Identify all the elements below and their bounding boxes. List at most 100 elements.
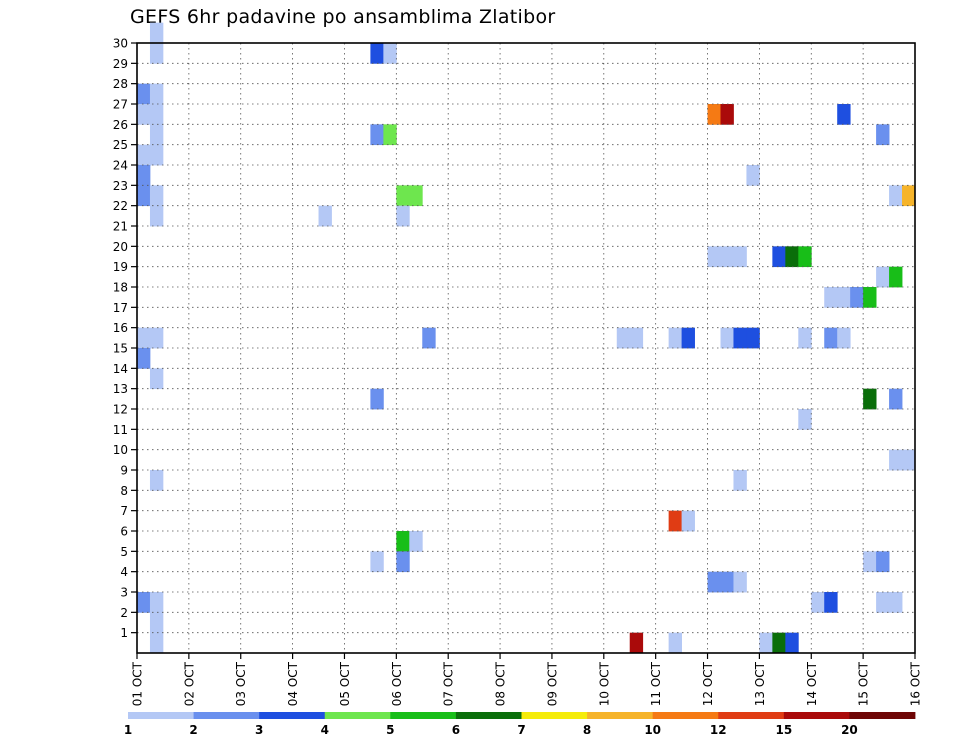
y-tick-label: 2 xyxy=(120,606,128,620)
colorbar-segment xyxy=(455,712,522,719)
colorbar-label: 20 xyxy=(841,723,858,737)
heatmap-cell xyxy=(318,205,332,227)
heatmap-cell xyxy=(137,165,151,186)
colorbar-label: 6 xyxy=(452,723,460,737)
y-tick-label: 24 xyxy=(113,159,128,173)
heatmap-cell xyxy=(863,388,877,410)
heatmap-cell xyxy=(707,246,721,268)
heatmap-cell xyxy=(149,104,164,125)
heatmap-cell xyxy=(889,592,903,613)
heatmap-cell xyxy=(785,246,799,268)
y-tick-label: 3 xyxy=(120,586,128,600)
heatmap-cell xyxy=(149,124,164,146)
chart-title: GEFS 6hr padavine po ansamblima Zlatibor xyxy=(130,6,556,28)
heatmap-cell xyxy=(733,571,747,593)
heatmap-cell xyxy=(370,388,384,410)
heatmap-cell xyxy=(798,409,812,430)
heatmap-cell xyxy=(733,327,747,349)
heatmap-cell xyxy=(824,287,838,308)
heatmap-cell xyxy=(137,185,151,207)
y-tick-label: 26 xyxy=(113,118,128,132)
y-tick-label: 5 xyxy=(120,545,128,559)
heatmap-cell xyxy=(137,83,151,105)
y-tick-label: 6 xyxy=(120,525,128,539)
heatmap-cell xyxy=(668,632,682,654)
colorbar-segment xyxy=(718,712,785,719)
colorbar-label: 5 xyxy=(386,723,394,737)
x-tick-label: 08 OCT xyxy=(494,661,508,706)
colorbar-label: 8 xyxy=(583,723,591,737)
heatmap-cell xyxy=(772,632,786,654)
x-tick-label: 12 OCT xyxy=(701,661,715,706)
heatmap-cell xyxy=(876,266,890,288)
heatmap-cell xyxy=(876,551,890,573)
heatmap-cell xyxy=(370,43,384,64)
colorbar-label: 10 xyxy=(644,723,661,737)
colorbar-segment xyxy=(259,712,326,719)
heatmap-cell xyxy=(629,327,644,349)
heatmap-cell xyxy=(149,612,164,634)
heatmap-cell xyxy=(149,632,164,654)
heatmap-cell xyxy=(876,592,890,613)
y-tick-label: 21 xyxy=(113,220,128,234)
heatmap-cell xyxy=(383,124,397,146)
heatmap-cell xyxy=(396,185,410,207)
heatmap-cell xyxy=(811,592,825,613)
heatmap-cell xyxy=(733,470,747,491)
colorbar-segment xyxy=(849,712,916,719)
y-tick-label: 9 xyxy=(120,464,128,478)
heatmap-cell xyxy=(137,104,151,125)
heatmap-cell xyxy=(759,632,773,654)
x-tick-label: 15 OCT xyxy=(857,661,871,706)
y-tick-label: 12 xyxy=(113,403,128,417)
y-tick-label: 27 xyxy=(113,98,128,112)
heatmap-cell xyxy=(396,551,410,573)
colorbar-label: 2 xyxy=(189,723,197,737)
y-tick-label: 28 xyxy=(113,77,128,91)
heatmap-cell xyxy=(149,144,164,166)
heatmap-cell xyxy=(137,348,151,369)
colorbar-label: 15 xyxy=(775,723,792,737)
heatmap-cell xyxy=(707,104,721,125)
colorbar-segment xyxy=(587,712,654,719)
heatmap-cell xyxy=(889,449,903,471)
y-tick-label: 14 xyxy=(113,362,128,376)
heatmap-cell xyxy=(785,632,799,654)
heatmap-cell xyxy=(668,327,682,349)
heatmap-cell xyxy=(149,592,164,613)
y-tick-label: 16 xyxy=(113,321,128,335)
colorbar-label: 1 xyxy=(124,723,132,737)
x-tick-label: 01 OCT xyxy=(131,661,145,706)
heatmap-cell xyxy=(409,185,423,207)
y-tick-label: 22 xyxy=(113,199,128,213)
heatmap-cell xyxy=(746,327,760,349)
colorbar-segment xyxy=(783,712,850,719)
heatmap-cell xyxy=(149,470,164,491)
colorbar-label: 4 xyxy=(321,723,329,737)
heatmap-cell xyxy=(409,531,423,552)
heatmap-cell xyxy=(837,287,851,308)
heatmap-cell xyxy=(876,124,890,146)
x-tick-label: 05 OCT xyxy=(338,661,352,706)
heatmap-cell xyxy=(772,246,786,268)
heatmap-cell xyxy=(137,327,151,349)
heatmap-cell xyxy=(149,43,164,64)
colorbar-segment xyxy=(324,712,391,719)
x-tick-label: 07 OCT xyxy=(442,661,456,706)
colorbar-segment xyxy=(128,712,194,719)
y-tick-label: 7 xyxy=(120,504,128,518)
y-tick-label: 25 xyxy=(113,138,128,152)
heatmap-cell xyxy=(149,205,164,227)
colorbar-label: 7 xyxy=(517,723,525,737)
colorbar-segment xyxy=(390,712,457,719)
heatmap-cell xyxy=(720,104,734,125)
heatmap-cell xyxy=(668,510,682,532)
colorbar-label: 3 xyxy=(255,723,263,737)
heatmap-cell xyxy=(837,327,851,349)
colorbar-segment xyxy=(521,712,588,719)
heatmap-cell xyxy=(863,551,877,573)
heatmap-cell xyxy=(824,592,838,613)
heatmap-cell xyxy=(681,510,695,532)
heatmap-cell xyxy=(137,592,151,613)
heatmap-cell xyxy=(629,632,644,654)
